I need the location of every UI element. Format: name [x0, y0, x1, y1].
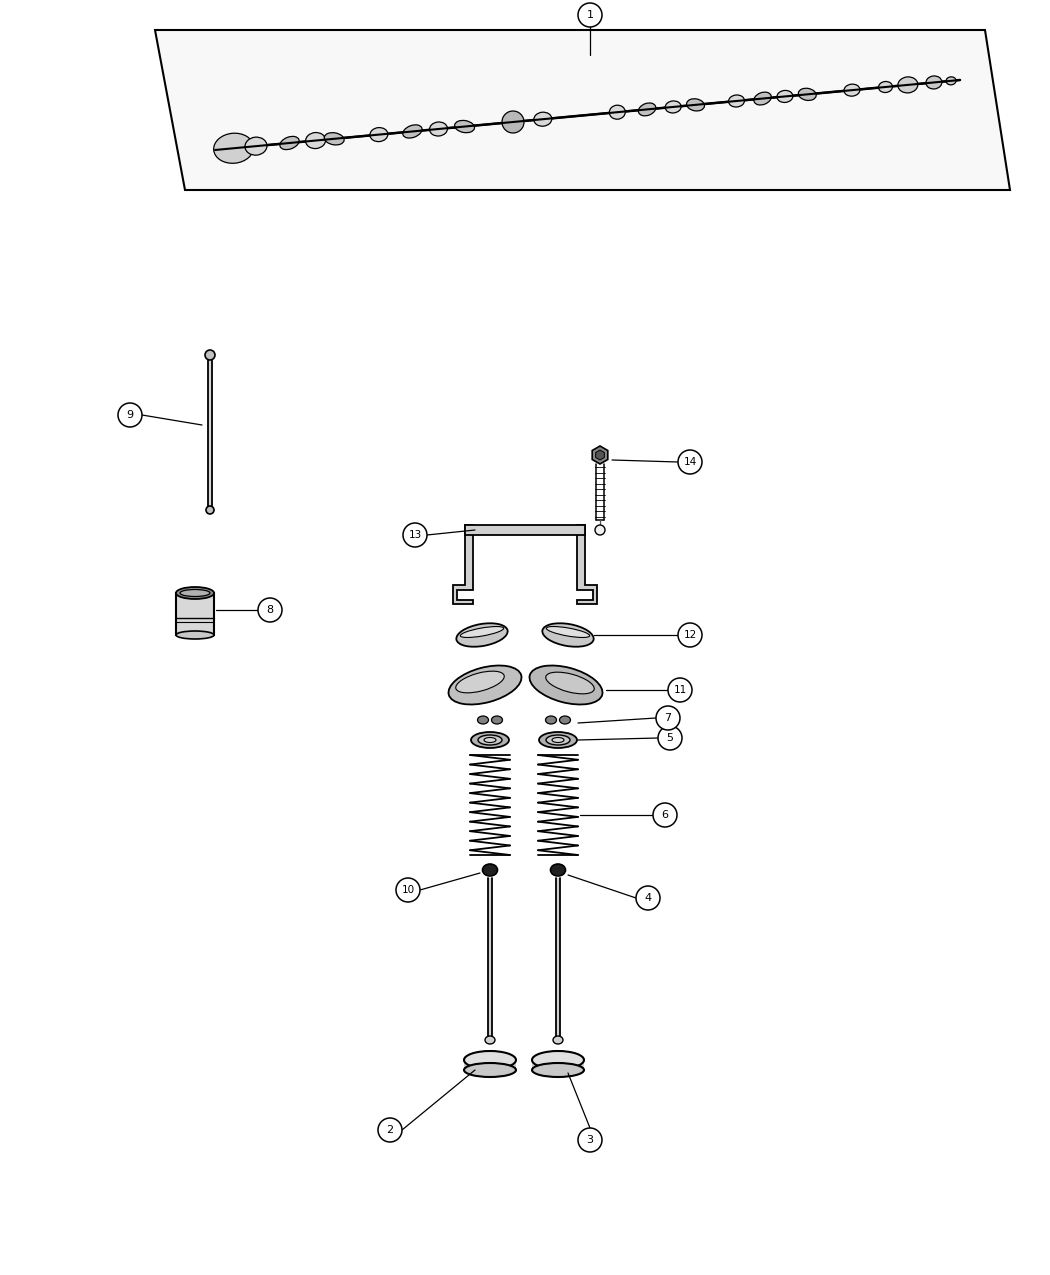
- Ellipse shape: [464, 1051, 516, 1068]
- Polygon shape: [578, 525, 597, 604]
- Ellipse shape: [280, 136, 299, 149]
- Circle shape: [578, 3, 602, 27]
- Polygon shape: [595, 450, 605, 460]
- Text: 13: 13: [408, 530, 422, 541]
- Text: 4: 4: [645, 892, 652, 903]
- Ellipse shape: [729, 94, 744, 107]
- Circle shape: [396, 878, 420, 901]
- Ellipse shape: [546, 626, 590, 638]
- Ellipse shape: [532, 1063, 584, 1077]
- Polygon shape: [208, 360, 212, 506]
- Ellipse shape: [553, 1037, 563, 1044]
- Text: 6: 6: [662, 810, 669, 820]
- Text: 14: 14: [684, 456, 696, 467]
- Circle shape: [678, 623, 702, 646]
- Ellipse shape: [478, 717, 488, 724]
- Ellipse shape: [464, 1063, 516, 1077]
- Ellipse shape: [457, 623, 508, 646]
- Circle shape: [595, 525, 605, 536]
- Ellipse shape: [176, 586, 214, 599]
- Ellipse shape: [546, 717, 556, 724]
- Ellipse shape: [403, 125, 422, 138]
- Ellipse shape: [552, 737, 564, 742]
- Ellipse shape: [879, 82, 892, 93]
- Polygon shape: [465, 525, 585, 536]
- Ellipse shape: [529, 666, 603, 705]
- Circle shape: [205, 351, 215, 360]
- Ellipse shape: [560, 717, 570, 724]
- Ellipse shape: [539, 732, 578, 748]
- Ellipse shape: [306, 133, 326, 149]
- Ellipse shape: [213, 133, 254, 163]
- Ellipse shape: [491, 717, 503, 724]
- Ellipse shape: [546, 734, 570, 745]
- Text: 1: 1: [587, 10, 593, 20]
- Polygon shape: [532, 1060, 584, 1070]
- Circle shape: [118, 403, 142, 427]
- Ellipse shape: [542, 623, 593, 646]
- Ellipse shape: [455, 120, 475, 133]
- Ellipse shape: [484, 737, 496, 742]
- Ellipse shape: [533, 112, 552, 126]
- Text: 11: 11: [673, 685, 687, 695]
- Polygon shape: [556, 878, 560, 1040]
- Ellipse shape: [898, 76, 918, 93]
- Ellipse shape: [546, 672, 594, 694]
- Text: 3: 3: [587, 1135, 593, 1145]
- Ellipse shape: [532, 1051, 584, 1068]
- Ellipse shape: [471, 732, 509, 748]
- Ellipse shape: [777, 91, 793, 102]
- Circle shape: [653, 803, 677, 827]
- Ellipse shape: [478, 734, 502, 745]
- Ellipse shape: [370, 128, 387, 142]
- Ellipse shape: [456, 671, 504, 692]
- Text: 9: 9: [126, 411, 133, 419]
- Ellipse shape: [666, 101, 681, 113]
- Text: 8: 8: [267, 606, 274, 615]
- Ellipse shape: [754, 92, 772, 105]
- Ellipse shape: [844, 84, 860, 96]
- Ellipse shape: [483, 864, 498, 876]
- Text: 2: 2: [386, 1125, 394, 1135]
- Polygon shape: [155, 31, 1010, 190]
- Ellipse shape: [687, 98, 705, 111]
- Text: 7: 7: [665, 713, 672, 723]
- Ellipse shape: [324, 133, 344, 145]
- Circle shape: [678, 450, 702, 474]
- Circle shape: [403, 523, 427, 547]
- Ellipse shape: [429, 122, 447, 136]
- Polygon shape: [488, 878, 492, 1040]
- Ellipse shape: [638, 103, 656, 116]
- Ellipse shape: [485, 1037, 495, 1044]
- Circle shape: [656, 706, 680, 731]
- Text: 12: 12: [684, 630, 696, 640]
- Polygon shape: [592, 446, 608, 464]
- Polygon shape: [176, 593, 214, 635]
- Circle shape: [578, 1128, 602, 1153]
- Ellipse shape: [609, 106, 626, 119]
- Ellipse shape: [460, 626, 504, 638]
- Ellipse shape: [176, 631, 214, 639]
- Ellipse shape: [550, 864, 566, 876]
- Ellipse shape: [926, 76, 942, 89]
- Circle shape: [636, 886, 660, 910]
- Ellipse shape: [946, 76, 957, 85]
- Circle shape: [206, 506, 214, 514]
- Circle shape: [378, 1118, 402, 1142]
- Ellipse shape: [245, 138, 267, 156]
- Circle shape: [658, 725, 682, 750]
- Text: 10: 10: [401, 885, 415, 895]
- Text: 5: 5: [667, 733, 673, 743]
- Ellipse shape: [180, 589, 210, 597]
- Circle shape: [668, 678, 692, 703]
- Polygon shape: [464, 1060, 516, 1070]
- Polygon shape: [453, 525, 472, 604]
- Circle shape: [258, 598, 282, 622]
- Ellipse shape: [798, 88, 816, 101]
- Ellipse shape: [502, 111, 524, 133]
- Ellipse shape: [448, 666, 522, 705]
